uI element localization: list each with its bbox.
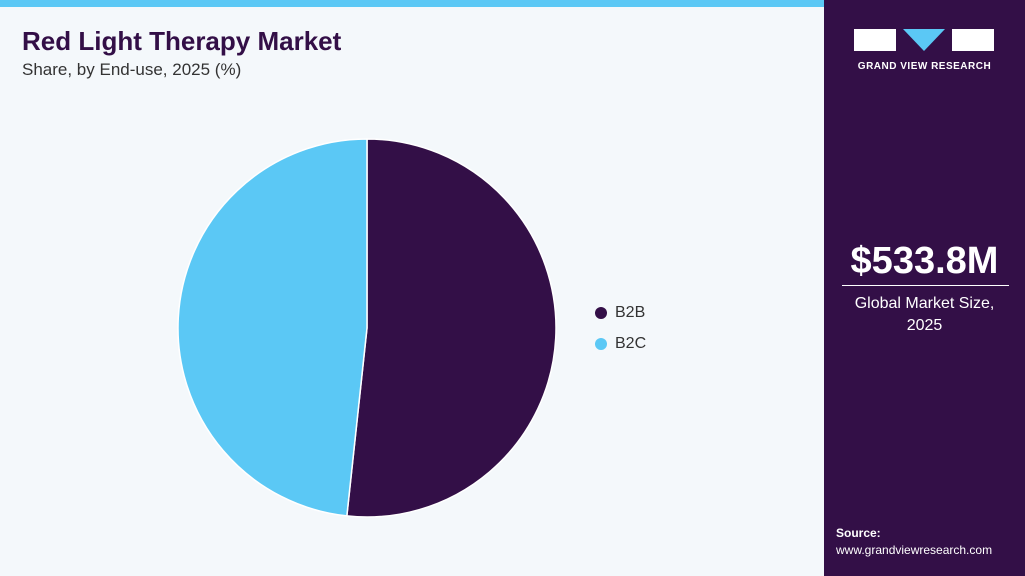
pie-slice: [346, 138, 557, 518]
legend-marker: [595, 307, 607, 319]
market-size-label: Global Market Size, 2025: [854, 295, 995, 334]
legend-label: B2C: [615, 335, 646, 352]
logo: [854, 29, 994, 51]
top-bar: [0, 0, 824, 7]
legend-marker: [595, 338, 607, 350]
divider: [842, 285, 1009, 286]
pie-slice: [177, 138, 368, 517]
source-url: www.grandviewresearch.com: [836, 543, 993, 557]
brand: GRAND VIEW RESEARCH: [857, 61, 992, 72]
chart-subtitle: Share, by End-use, 2025 (%): [22, 60, 242, 79]
chart-title: Red Light Therapy Market: [22, 26, 342, 56]
market-size: $533.8M: [850, 240, 999, 282]
source-label: Source:: [836, 526, 881, 540]
chart: B2B B2C: [177, 138, 646, 518]
sidebar: GRAND VIEW RESEARCH $533.8M Global Marke…: [824, 0, 1025, 576]
legend-label: B2B: [615, 304, 645, 321]
